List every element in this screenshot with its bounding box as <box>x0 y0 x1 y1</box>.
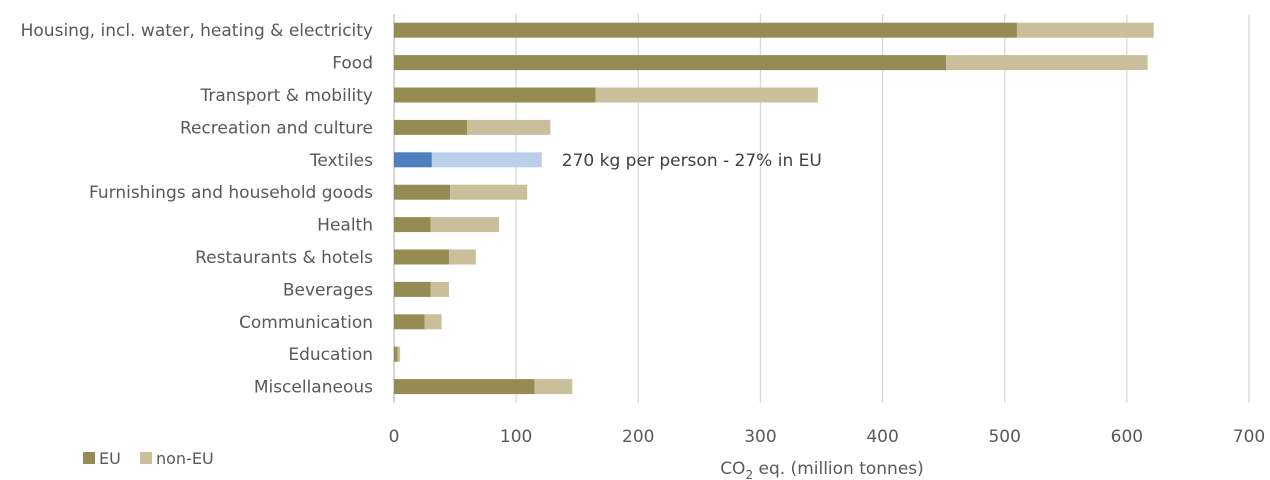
grid-lines <box>393 14 1250 403</box>
bar-recreation-and-culture-eu <box>394 119 468 135</box>
bar-education-eu <box>394 346 398 362</box>
x-tick-500: 500 <box>988 427 1020 447</box>
category-label-education: Education <box>288 345 373 365</box>
category-label-housing-incl-water-heating-electricity: Housing, incl. water, heating & electric… <box>21 21 373 41</box>
x-tick-700: 700 <box>1233 427 1265 447</box>
category-label-communication: Communication <box>239 313 373 333</box>
category-label-food: Food <box>332 54 373 74</box>
category-label-health: Health <box>317 216 373 236</box>
bar-restaurants-hotels-eu <box>394 249 449 265</box>
bar-transport-mobility-non-eu <box>595 87 818 103</box>
x-axis-title-rest: eq. (million tonnes) <box>753 459 924 479</box>
legend-swatch-eu <box>83 452 95 464</box>
category-label-textiles: Textiles <box>309 151 373 171</box>
bar-housing-incl-water-heating-electricity-eu <box>394 22 1017 38</box>
legend-label-eu: EU <box>99 449 121 468</box>
x-tick-labels: 0 100 200 300 400 500 600 700 <box>389 427 1266 447</box>
legend-swatch-non-eu <box>140 452 152 464</box>
bar-communication-non-eu <box>424 314 442 330</box>
bar-health-non-eu <box>430 217 500 233</box>
category-label-furnishings-and-household-goods: Furnishings and household goods <box>89 183 373 203</box>
bar-beverages-non-eu <box>430 281 449 297</box>
bar-communication-eu <box>394 314 425 330</box>
category-labels: Housing, incl. water, heating & electric… <box>21 21 374 397</box>
bar-beverages-eu <box>394 281 431 297</box>
x-tick-600: 600 <box>1111 427 1143 447</box>
textiles-annotation: 270 kg per person - 27% in EU <box>562 151 822 171</box>
x-axis-title-sub: 2 <box>745 468 753 480</box>
bar-restaurants-hotels-non-eu <box>448 249 476 265</box>
x-tick-100: 100 <box>500 427 532 447</box>
category-label-recreation-and-culture: Recreation and culture <box>180 118 373 138</box>
x-tick-400: 400 <box>866 427 898 447</box>
bar-food-eu <box>394 55 947 71</box>
bar-food-non-eu <box>946 55 1148 71</box>
category-label-restaurants-hotels: Restaurants & hotels <box>195 248 373 268</box>
bar-miscellaneous-eu <box>394 379 535 395</box>
bar-recreation-and-culture-non-eu <box>467 119 551 135</box>
x-axis-title-main: CO <box>720 459 745 479</box>
x-tick-0: 0 <box>389 427 400 447</box>
bar-series <box>394 22 1154 395</box>
bar-miscellaneous-non-eu <box>534 379 573 395</box>
category-label-beverages: Beverages <box>283 280 373 300</box>
bar-transport-mobility-eu <box>394 87 596 103</box>
bar-housing-incl-water-heating-electricity-non-eu <box>1016 22 1154 38</box>
bar-furnishings-and-household-goods-eu <box>394 184 451 200</box>
legend: EU non-EU <box>83 449 214 468</box>
bar-education-non-eu <box>397 346 401 362</box>
x-axis-title: CO2 eq. (million tonnes) <box>720 459 924 480</box>
x-tick-300: 300 <box>744 427 776 447</box>
x-tick-200: 200 <box>622 427 654 447</box>
category-label-miscellaneous: Miscellaneous <box>254 378 373 398</box>
bar-furnishings-and-household-goods-non-eu <box>450 184 528 200</box>
legend-label-non-eu: non-EU <box>156 449 214 468</box>
category-label-transport-mobility: Transport & mobility <box>200 86 373 106</box>
bar-textiles-eu <box>394 152 432 168</box>
bar-textiles-non-eu <box>431 152 542 168</box>
bar-health-eu <box>394 217 431 233</box>
